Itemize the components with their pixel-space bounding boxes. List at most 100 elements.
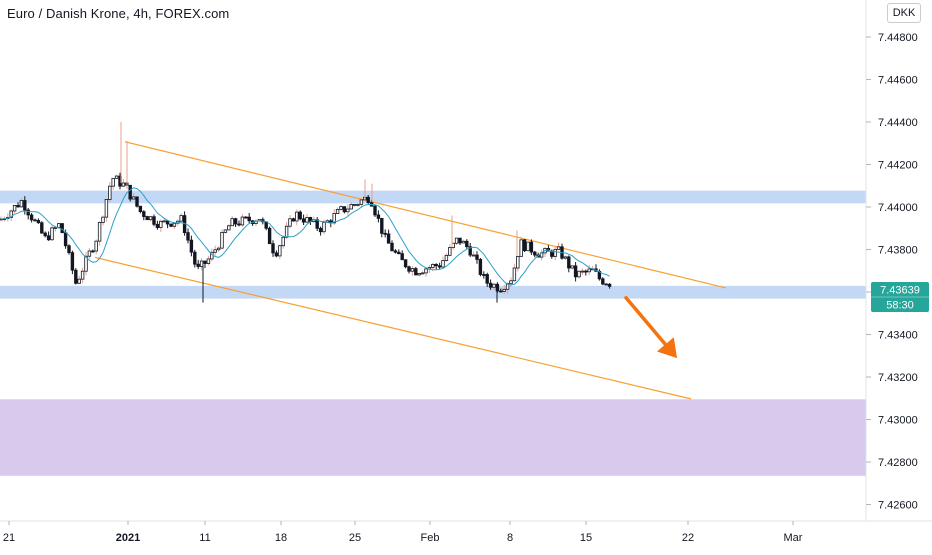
candle xyxy=(577,270,581,279)
candle xyxy=(230,216,234,227)
candle xyxy=(138,205,143,214)
candle xyxy=(9,209,13,222)
candle-body xyxy=(50,227,54,241)
candle-body xyxy=(60,223,64,234)
candle xyxy=(315,217,319,231)
candle-body xyxy=(19,200,24,208)
candle-body xyxy=(403,259,408,268)
candle xyxy=(233,217,238,228)
candle-body xyxy=(199,260,204,267)
arrow-head xyxy=(656,337,677,359)
candle-body xyxy=(335,209,340,214)
candle-body xyxy=(522,239,527,252)
candle-body xyxy=(577,270,581,278)
candle xyxy=(607,283,612,289)
candle-body xyxy=(70,252,75,271)
candle-body xyxy=(509,280,513,285)
candle-body xyxy=(264,221,268,229)
candle xyxy=(67,244,71,255)
candle-body xyxy=(529,241,534,253)
candle-body xyxy=(138,205,143,213)
candle xyxy=(383,229,387,238)
candle xyxy=(227,224,231,231)
candle xyxy=(519,236,523,257)
candle xyxy=(50,225,54,241)
candle-body xyxy=(80,270,85,280)
candle-body xyxy=(553,248,557,257)
candle xyxy=(91,249,95,253)
candle-body xyxy=(519,239,523,257)
candle-body xyxy=(206,258,211,264)
candle-body xyxy=(601,278,605,285)
candle xyxy=(441,256,445,268)
time-tick-label: Feb xyxy=(421,532,440,544)
candle-body xyxy=(461,240,466,244)
candle-body xyxy=(97,222,102,242)
time-tick-label: 22 xyxy=(682,532,694,544)
candle xyxy=(366,194,370,205)
candle-body xyxy=(417,273,421,276)
candle xyxy=(36,218,41,224)
candle-body xyxy=(441,260,445,268)
candle-body xyxy=(176,220,180,224)
candle xyxy=(468,243,472,258)
candle xyxy=(556,242,561,251)
candle xyxy=(444,253,449,262)
candle-body xyxy=(475,254,479,260)
candle-body xyxy=(9,210,13,218)
candle xyxy=(46,231,51,241)
candle xyxy=(108,182,112,203)
candle xyxy=(97,221,102,246)
candle xyxy=(152,214,156,227)
candle xyxy=(434,263,438,270)
time-tick-label: Mar xyxy=(784,532,803,544)
candle xyxy=(206,255,211,266)
candle-body xyxy=(26,209,30,216)
price-axis[interactable] xyxy=(866,0,932,521)
candle xyxy=(465,239,469,250)
candle xyxy=(488,279,493,290)
candle-body xyxy=(216,247,221,251)
candle-body xyxy=(186,232,190,241)
candle xyxy=(220,229,224,249)
candle xyxy=(295,209,299,226)
candle xyxy=(148,216,153,222)
candle-body xyxy=(499,290,503,293)
price-zones xyxy=(0,190,866,476)
candle-body xyxy=(77,278,81,284)
candle xyxy=(165,220,170,229)
candle-body xyxy=(145,216,149,221)
channel-upper-line xyxy=(124,141,727,289)
candle xyxy=(458,237,462,246)
candle-body xyxy=(148,216,153,221)
candle-body xyxy=(46,235,51,241)
currency-selector[interactable]: DKK xyxy=(887,3,921,23)
candle xyxy=(94,239,98,255)
candle xyxy=(580,268,585,276)
candle-body xyxy=(108,185,112,200)
time-tick-label: 25 xyxy=(349,532,361,544)
candle-body xyxy=(420,272,425,275)
candle-body xyxy=(288,218,292,227)
candle xyxy=(186,228,190,244)
candle-body xyxy=(295,211,299,222)
candle xyxy=(288,214,292,229)
candle-body xyxy=(380,217,384,234)
candle xyxy=(16,202,20,208)
candle xyxy=(563,255,568,261)
candle xyxy=(142,210,146,221)
candle xyxy=(305,214,309,224)
candle xyxy=(522,238,527,253)
candle xyxy=(237,220,241,227)
candle-body xyxy=(40,222,44,234)
candle-body xyxy=(397,251,401,255)
candle xyxy=(40,221,44,234)
candle-body xyxy=(400,253,404,261)
candle xyxy=(301,214,306,226)
candle-body xyxy=(223,229,228,233)
candle xyxy=(492,282,496,291)
candle xyxy=(516,255,520,272)
candle-body xyxy=(315,219,319,229)
